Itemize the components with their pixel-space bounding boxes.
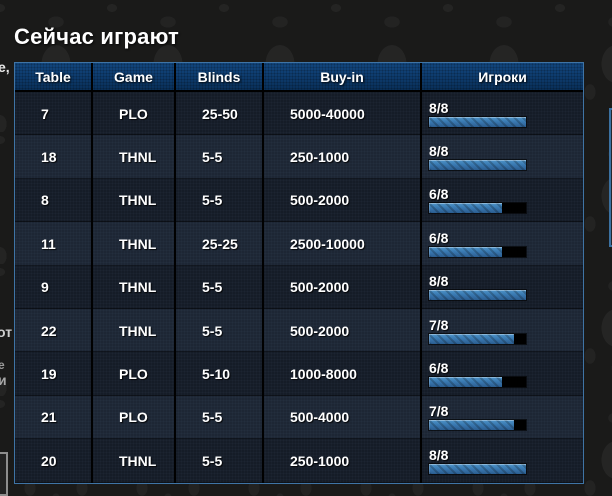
players-progress-bar xyxy=(429,246,526,257)
cell-buyin: 500-2000 xyxy=(262,178,420,223)
cell-players: 8/8 xyxy=(420,92,583,136)
players-count-label: 7/8 xyxy=(429,316,449,333)
cell-game: THNL xyxy=(91,439,174,483)
players-count-label: 6/8 xyxy=(429,186,449,203)
cell-table-number: 9 xyxy=(41,279,49,296)
players-progress-bar xyxy=(429,463,526,474)
table-body: 7 PLO 25-50 5000-40000 8/8 18 THNL 5-5 2… xyxy=(15,92,583,483)
cell-table-number: 7 xyxy=(41,105,49,122)
cell-buyin: 500-2000 xyxy=(262,265,420,309)
cell-players: 8/8 xyxy=(420,265,583,309)
cell-blinds: 25-50 xyxy=(174,92,262,136)
players-count-label: 6/8 xyxy=(429,360,449,377)
column-header-buyin: Buy-in xyxy=(262,63,420,90)
column-header-blinds: Blinds xyxy=(174,63,262,90)
clipped-text-fragment: е xyxy=(0,358,5,372)
right-edge-panel xyxy=(609,108,612,247)
cell-players: 6/8 xyxy=(420,222,583,266)
cell-game: THNL xyxy=(91,135,174,179)
cell-table-number: 22 xyxy=(41,322,57,339)
cell-blinds: 25-25 xyxy=(174,222,262,266)
cell-blinds: 5-5 xyxy=(174,265,262,309)
players-progress-fill xyxy=(429,246,502,257)
table-row[interactable]: 8 THNL 5-5 500-2000 6/8 xyxy=(15,178,583,223)
players-progress-fill xyxy=(429,377,502,388)
cell-blinds: 5-5 xyxy=(174,308,262,353)
cell-players: 6/8 xyxy=(420,178,583,223)
cell-game: THNL xyxy=(91,308,174,353)
cell-game: PLO xyxy=(91,395,174,440)
cell-buyin: 1000-8000 xyxy=(262,352,420,396)
cell-table-number: 20 xyxy=(41,452,57,469)
players-progress-fill xyxy=(429,116,526,127)
cell-buyin: 250-1000 xyxy=(262,439,420,483)
cell-players: 8/8 xyxy=(420,439,583,483)
players-progress-fill xyxy=(429,420,514,431)
cell-buyin: 500-2000 xyxy=(262,308,420,353)
cell-table-number: 8 xyxy=(41,192,49,209)
cell-buyin: 500-4000 xyxy=(262,395,420,440)
clipped-text-fragment: и xyxy=(0,372,7,388)
cell-game: THNL xyxy=(91,222,174,266)
cell-game: THNL xyxy=(91,265,174,309)
tables-list-panel: Table Game Blinds Buy-in Игроки 7 PLO 25… xyxy=(14,62,584,484)
cell-blinds: 5-5 xyxy=(174,439,262,483)
players-progress-fill xyxy=(429,160,526,171)
cell-players: 7/8 xyxy=(420,395,583,440)
players-progress-bar xyxy=(429,116,526,127)
column-header-table: Table xyxy=(35,68,71,85)
page-title: Сейчас играют xyxy=(14,24,179,49)
cell-players: 6/8 xyxy=(420,352,583,396)
players-count-label: 8/8 xyxy=(429,273,449,290)
cell-table-number: 11 xyxy=(41,235,56,252)
cell-players: 7/8 xyxy=(420,308,583,353)
cell-buyin: 250-1000 xyxy=(262,135,420,179)
table-header-row: Table Game Blinds Buy-in Игроки xyxy=(15,63,583,92)
clipped-text-fragment: е, xyxy=(0,59,10,75)
cell-blinds: 5-10 xyxy=(174,352,262,396)
table-row[interactable]: 9 THNL 5-5 500-2000 8/8 xyxy=(15,265,583,309)
table-row[interactable]: 11 THNL 25-25 2500-10000 6/8 xyxy=(15,222,583,266)
players-progress-bar xyxy=(429,160,526,171)
players-count-label: 8/8 xyxy=(429,99,449,116)
players-count-label: 8/8 xyxy=(429,143,449,160)
cell-players: 8/8 xyxy=(420,135,583,179)
table-row[interactable]: 20 THNL 5-5 250-1000 8/8 xyxy=(15,439,583,483)
players-progress-fill xyxy=(429,203,502,214)
cell-game: PLO xyxy=(91,92,174,136)
players-progress-bar xyxy=(429,290,526,301)
table-row[interactable]: 18 THNL 5-5 250-1000 8/8 xyxy=(15,135,583,179)
cell-blinds: 5-5 xyxy=(174,135,262,179)
cell-blinds: 5-5 xyxy=(174,395,262,440)
cell-buyin: 2500-10000 xyxy=(262,222,420,266)
players-progress-bar xyxy=(429,203,526,214)
clipped-text-fragment: от xyxy=(0,324,13,340)
cell-table-number: 19 xyxy=(41,366,57,383)
cell-blinds: 5-5 xyxy=(174,178,262,223)
players-count-label: 7/8 xyxy=(429,403,449,420)
table-row[interactable]: 7 PLO 25-50 5000-40000 8/8 xyxy=(15,92,583,136)
left-edge-box xyxy=(0,452,8,496)
players-progress-bar xyxy=(429,420,526,431)
column-header-players: Игроки xyxy=(420,63,583,90)
cell-game: PLO xyxy=(91,352,174,396)
players-progress-bar xyxy=(429,377,526,388)
players-count-label: 6/8 xyxy=(429,229,449,246)
column-header-game: Game xyxy=(91,63,174,90)
table-row[interactable]: 22 THNL 5-5 500-2000 7/8 xyxy=(15,308,583,353)
table-row[interactable]: 19 PLO 5-10 1000-8000 6/8 xyxy=(15,352,583,396)
players-progress-bar xyxy=(429,333,526,344)
cell-table-number: 18 xyxy=(41,149,57,166)
cell-game: THNL xyxy=(91,178,174,223)
players-progress-fill xyxy=(429,333,514,344)
players-progress-fill xyxy=(429,463,526,474)
players-progress-fill xyxy=(429,290,526,301)
players-count-label: 8/8 xyxy=(429,446,449,463)
cell-buyin: 5000-40000 xyxy=(262,92,420,136)
cell-table-number: 21 xyxy=(41,409,57,426)
table-row[interactable]: 21 PLO 5-5 500-4000 7/8 xyxy=(15,395,583,440)
